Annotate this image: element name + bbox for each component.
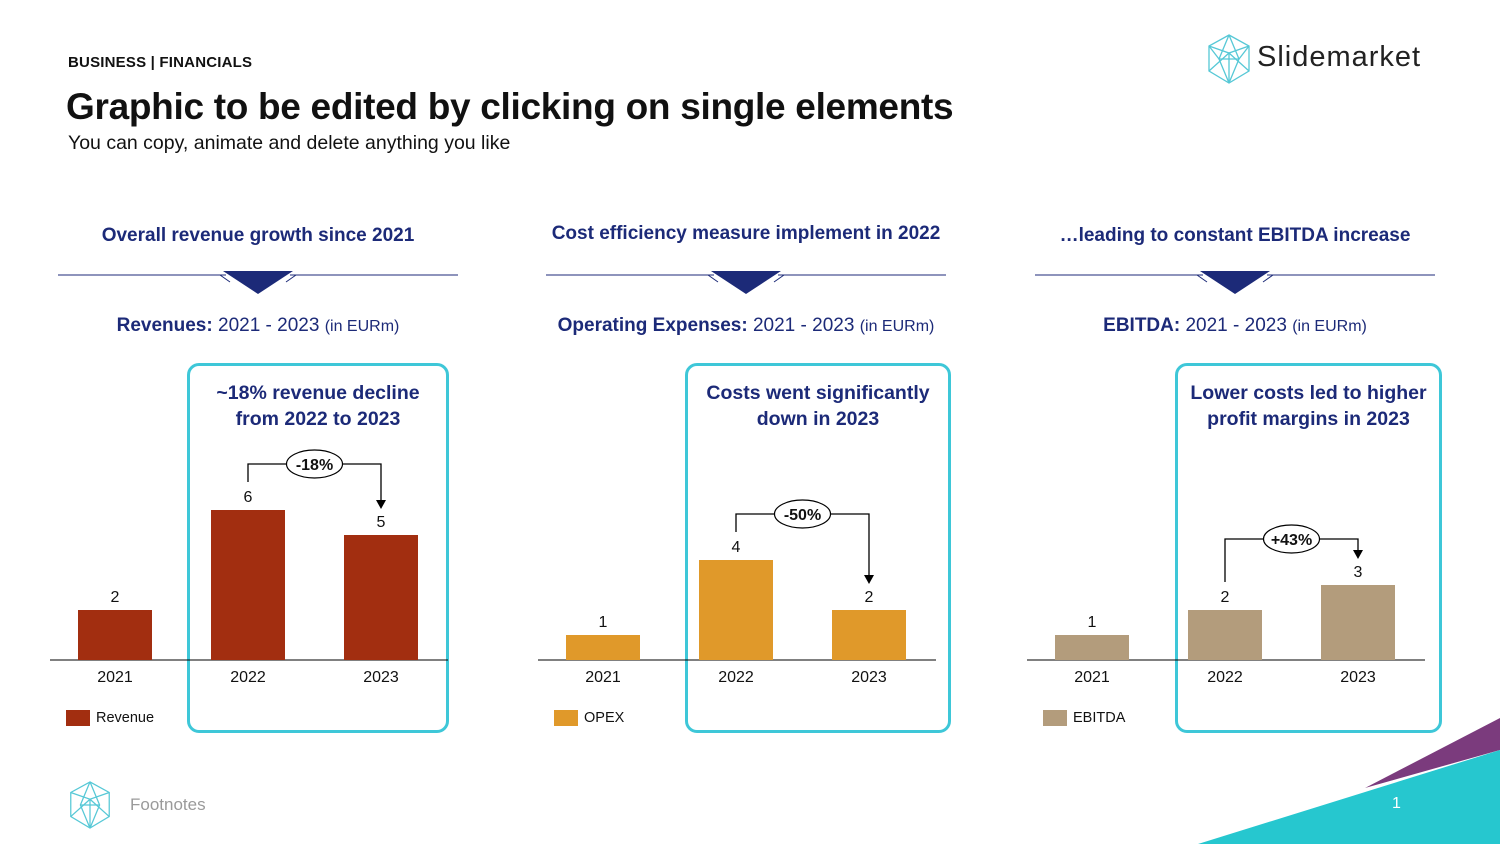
- highlight-box: Costs went significantly down in 2023: [685, 363, 951, 733]
- highlight-text: ~18% revenue decline from 2022 to 2023: [216, 382, 420, 430]
- page-subtitle: You can copy, animate and delete anythin…: [68, 132, 511, 154]
- change-label: -50%: [784, 507, 821, 524]
- highlight-box: Lower costs led to higher profit margins…: [1175, 363, 1442, 733]
- highlight-text: Lower costs led to higher profit margins…: [1190, 382, 1427, 430]
- category-label: 2021: [1074, 669, 1110, 686]
- headline-divider: [1035, 271, 1435, 294]
- legend-label: EBITDA: [1073, 710, 1126, 726]
- bar-2023: [832, 610, 906, 660]
- ebitda-panel: …leading to constant EBITDA increase EBI…: [1027, 0, 1442, 844]
- bar-2021: [566, 635, 640, 660]
- bar-2023: [344, 535, 418, 660]
- legend-swatch: [1043, 710, 1067, 726]
- category-label: 2023: [363, 669, 399, 686]
- brand-logo: Slidemarket: [1205, 33, 1445, 85]
- bar-2021: [1055, 635, 1129, 660]
- brand-name: Slidemarket: [1257, 41, 1422, 73]
- bar-2022: [211, 510, 285, 660]
- revenue-chart: 2 2021 6 2022 5 2023 -18%: [50, 449, 448, 686]
- chart-legend: OPEX: [554, 710, 624, 726]
- revenue-panel: Overall revenue growth since 2021 Revenu…: [50, 0, 458, 844]
- bar-2022: [1188, 610, 1262, 660]
- panel-headline: …leading to constant EBITDA increase: [1059, 225, 1411, 246]
- category-label: 2023: [851, 669, 887, 686]
- legend-swatch: [66, 710, 90, 726]
- headline-divider: [546, 271, 946, 294]
- data-label: 1: [599, 614, 608, 631]
- change-badge: [1262, 524, 1321, 554]
- ebitda-chart: 1 2021 2 2022 3 2023 +43%: [1027, 524, 1425, 686]
- data-label: 6: [244, 489, 253, 506]
- change-label: -18%: [296, 457, 333, 474]
- geodesic-sphere-icon: [1208, 34, 1250, 84]
- category-label: 2022: [230, 669, 266, 686]
- page-title: Graphic to be edited by clicking on sing…: [66, 86, 954, 127]
- legend-swatch: [554, 710, 578, 726]
- panel-headline: Overall revenue growth since 2021: [101, 225, 415, 246]
- chart-title: EBITDA: 2021 - 2023 (in EURm): [1103, 315, 1367, 336]
- highlight-text: Costs went significantly down in 2023: [706, 382, 930, 430]
- data-label: 1: [1088, 614, 1097, 631]
- bar-2022: [699, 560, 773, 660]
- category-label: 2023: [1340, 669, 1376, 686]
- opex-chart: 1 2021 4 2022 2 2023 -50%: [538, 499, 936, 686]
- chart-title: Operating Expenses: 2021 - 2023 (in EURm…: [557, 315, 935, 336]
- opex-panel: Cost efficiency measure implement in 202…: [538, 0, 951, 844]
- data-label: 2: [865, 589, 874, 606]
- change-arrowhead: [376, 500, 386, 509]
- category-label: 2022: [1207, 669, 1243, 686]
- chart-title: Revenues: 2021 - 2023 (in EURm): [116, 315, 400, 336]
- bar-2023: [1321, 585, 1395, 660]
- chart-legend: Revenue: [66, 710, 154, 726]
- section-kicker: BUSINESS | FINANCIALS: [68, 54, 253, 71]
- legend-label: OPEX: [584, 710, 625, 726]
- data-label: 5: [377, 514, 386, 531]
- page-number: 1: [1392, 795, 1401, 812]
- change-badge: [285, 449, 344, 479]
- change-arrowhead: [1353, 550, 1363, 559]
- corner-decoration: [1198, 718, 1500, 844]
- footnote-text: Footnotes: [130, 795, 206, 814]
- bar-2021: [78, 610, 152, 660]
- category-label: 2022: [718, 669, 754, 686]
- footer-logo-icon: [70, 781, 110, 829]
- panel-headline: Cost efficiency measure implement in 202…: [551, 223, 941, 244]
- category-label: 2021: [585, 669, 621, 686]
- headline-divider: [58, 271, 458, 294]
- data-label: 2: [111, 589, 120, 606]
- legend-label: Revenue: [96, 710, 155, 726]
- change-badge: [773, 499, 832, 529]
- data-label: 3: [1354, 564, 1363, 581]
- highlight-box: ~18% revenue decline from 2022 to 2023: [187, 363, 449, 733]
- chart-legend: EBITDA: [1043, 710, 1125, 726]
- change-arrowhead: [864, 575, 874, 584]
- category-label: 2021: [97, 669, 133, 686]
- data-label: 2: [1221, 589, 1230, 606]
- data-label: 4: [732, 539, 741, 556]
- change-label: +43%: [1271, 532, 1312, 549]
